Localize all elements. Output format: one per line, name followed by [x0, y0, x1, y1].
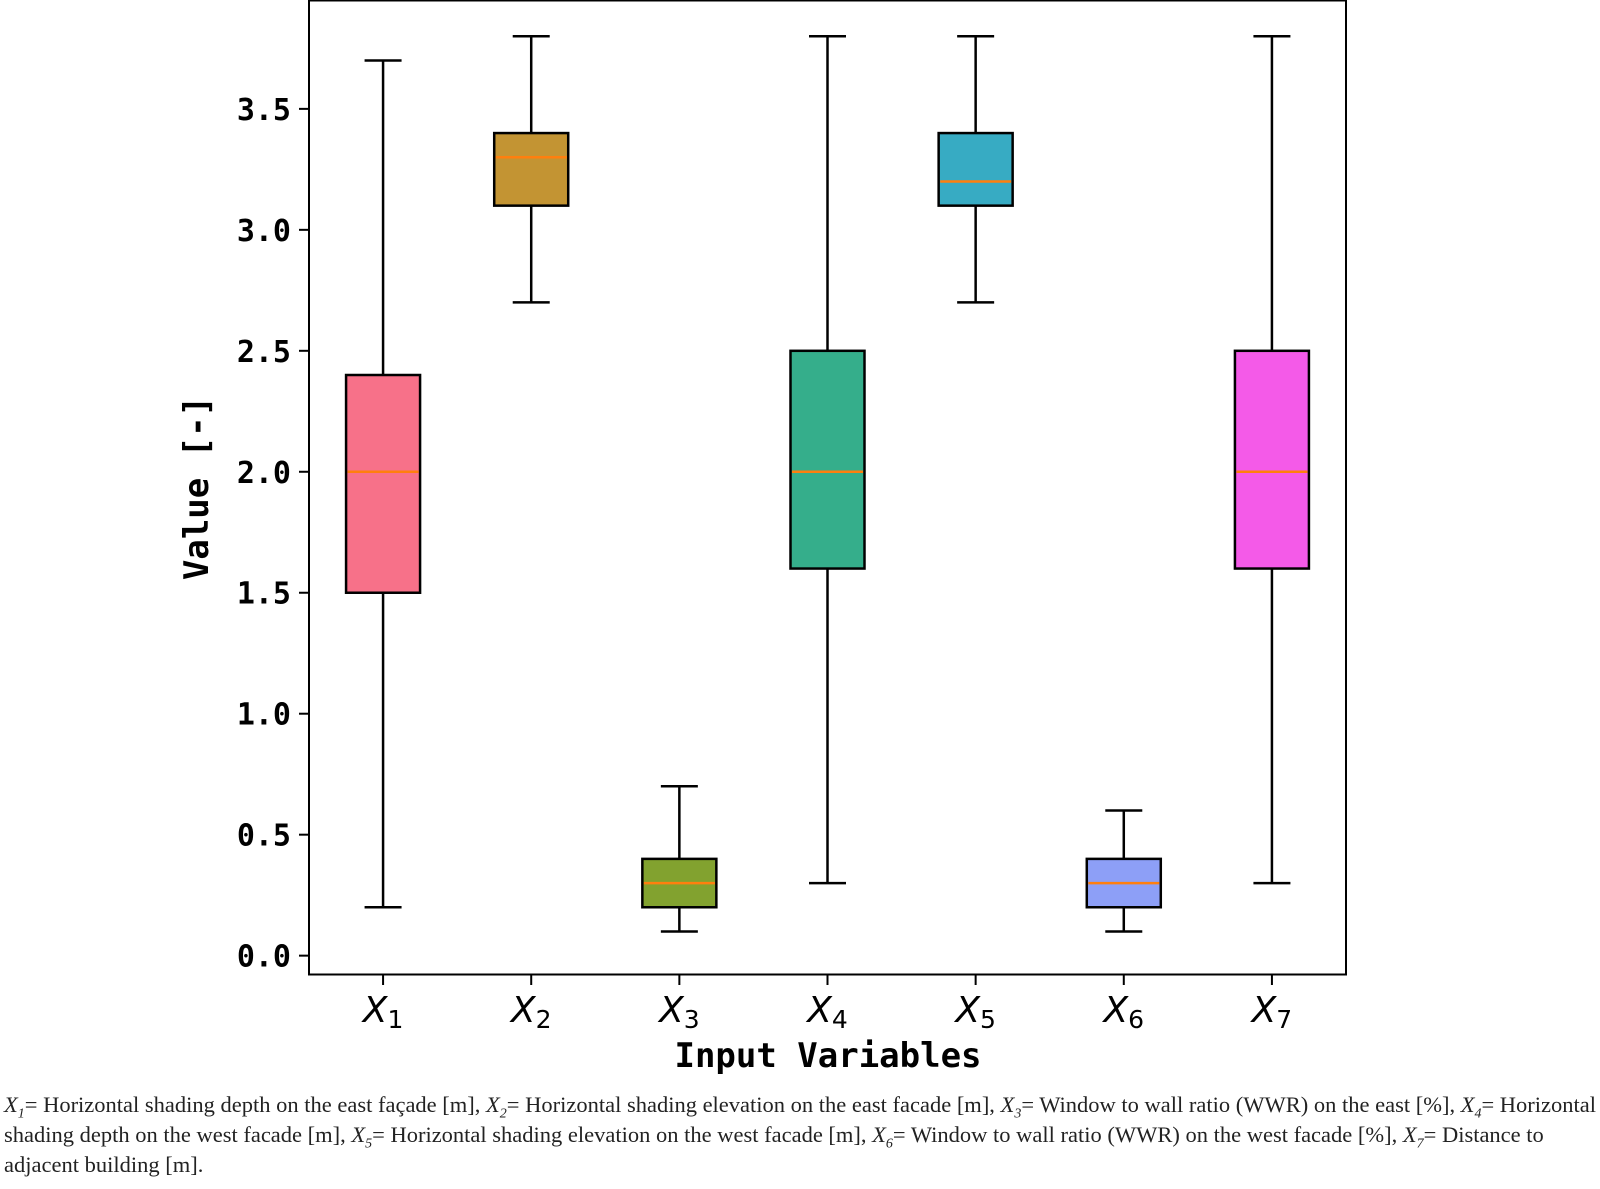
- box-6: [1085, 809, 1163, 933]
- caption-definition: = Window to wall ratio (WWR) on the west…: [892, 1122, 1403, 1147]
- box-7: [1233, 35, 1311, 885]
- box-1: [344, 59, 422, 909]
- x-axis: X1 X2 X3 X4 X5 X6 X7: [361, 975, 1292, 1034]
- figure-caption: X1= Horizontal shading depth on the east…: [4, 1090, 1600, 1180]
- y-tick-label: 3.0: [237, 214, 291, 249]
- box-5: [937, 35, 1014, 304]
- caption-definition: = Distance to adjacent building [m].: [4, 1122, 1544, 1177]
- caption-definition: = Horizontal shading elevation on the ea…: [506, 1092, 1001, 1117]
- box-4: [789, 35, 866, 885]
- x-tick-label: X7: [1250, 990, 1293, 1034]
- iqr-box: [937, 131, 1014, 207]
- y-tick-label: 3.5: [237, 93, 291, 128]
- caption-variable: X2: [486, 1092, 507, 1122]
- x-tick-label: X3: [657, 990, 700, 1034]
- x-tick-label: X4: [805, 990, 848, 1034]
- iqr-box: [1233, 349, 1311, 570]
- plot-frame: [308, 0, 1347, 976]
- iqr-box: [789, 349, 866, 570]
- y-tick-label: 0.5: [237, 819, 291, 854]
- box-3: [641, 785, 718, 933]
- y-tick-label: 1.5: [237, 577, 291, 612]
- x-tick-label: X1: [361, 990, 404, 1034]
- x-tick-label: X6: [1101, 990, 1144, 1034]
- caption-variable: X6: [872, 1122, 893, 1152]
- y-axis-title: Value [-]: [177, 396, 217, 580]
- y-tick-label: 2.5: [237, 335, 291, 370]
- plot-content: [344, 35, 1311, 933]
- caption-variable: X4: [1460, 1092, 1482, 1122]
- box-plot-chart: 0.00.51.01.52.02.53.03.5 X1 X2 X3 X4 X5 X6 X7 …: [177, 0, 1347, 1076]
- x-tick-label: X5: [953, 990, 996, 1034]
- y-tick-label: 2.0: [237, 456, 291, 491]
- iqr-box: [344, 373, 422, 594]
- iqr-box: [492, 131, 570, 207]
- caption-definition: = Horizontal shading depth on the east f…: [24, 1092, 487, 1117]
- caption-variable: X3: [1000, 1092, 1022, 1122]
- caption-definition: = Window to wall ratio (WWR) on the east…: [1021, 1092, 1461, 1117]
- y-tick-label: 1.0: [237, 698, 291, 733]
- caption-variable: X5: [351, 1122, 373, 1152]
- caption-variable: X7: [1402, 1122, 1424, 1152]
- caption-variable: X1: [4, 1092, 25, 1122]
- y-tick-label: 0.0: [237, 940, 291, 975]
- caption-definition: = Horizontal shading depth on the west f…: [4, 1092, 1596, 1147]
- x-tick-label: X2: [509, 990, 552, 1034]
- caption-definition: = Horizontal shading elevation on the we…: [372, 1122, 873, 1147]
- y-axis: 0.0 0.5 1.0 1.5 2.0 2.5 3.0 3.5: [237, 93, 309, 975]
- x-axis-title: Input Variables: [674, 1036, 981, 1076]
- box-2: [492, 35, 570, 304]
